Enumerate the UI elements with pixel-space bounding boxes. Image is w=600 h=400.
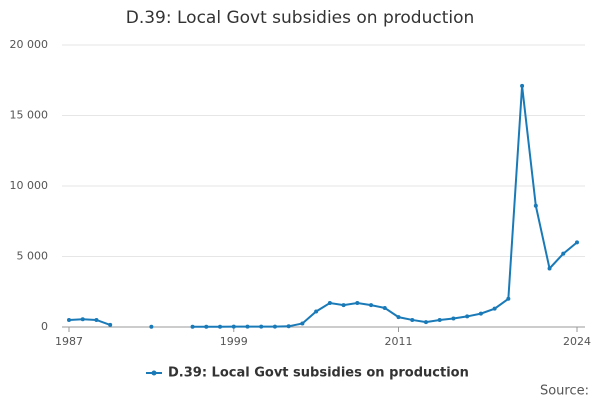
- data-point: [314, 309, 319, 314]
- data-point: [218, 324, 223, 329]
- data-point: [80, 317, 85, 322]
- data-point: [396, 315, 401, 320]
- data-point: [272, 324, 277, 329]
- data-point: [231, 324, 236, 329]
- y-tick-label: 15 000: [10, 109, 49, 122]
- data-point: [300, 321, 305, 326]
- data-point: [286, 324, 291, 329]
- y-tick-label: 10 000: [10, 179, 49, 192]
- data-point: [478, 311, 483, 316]
- data-point: [245, 324, 250, 329]
- data-point: [451, 316, 456, 321]
- y-tick-label: 5 000: [17, 250, 49, 263]
- data-point: [547, 266, 552, 271]
- data-point: [204, 324, 209, 329]
- data-point: [108, 322, 113, 327]
- data-point: [327, 301, 332, 306]
- data-point: [506, 296, 511, 301]
- legend-label: D.39: Local Govt subsidies on production: [168, 366, 469, 381]
- data-point: [437, 317, 442, 322]
- data-point: [259, 324, 264, 329]
- data-line: [68, 85, 578, 328]
- chart-title: D.39: Local Govt subsidies on production: [126, 8, 475, 28]
- data-point: [520, 83, 525, 88]
- data-point: [465, 314, 470, 319]
- data-point: [149, 324, 154, 329]
- data-point: [341, 303, 346, 308]
- x-tick-label: 1987: [55, 335, 83, 348]
- data-point: [561, 251, 566, 256]
- data-point: [355, 301, 360, 306]
- data-point: [533, 203, 538, 208]
- data-point: [94, 317, 99, 322]
- source-label: Source:: [540, 384, 589, 399]
- data-point: [410, 317, 415, 322]
- data-point: [369, 303, 374, 308]
- x-tick-label: 2024: [563, 335, 591, 348]
- y-tick-label: 20 000: [10, 38, 49, 51]
- y-tick-label: 0: [41, 320, 48, 333]
- x-tick-label: 1999: [220, 335, 248, 348]
- data-point: [423, 320, 428, 325]
- x-tick-label: 2011: [385, 335, 413, 348]
- data-point: [382, 305, 387, 310]
- legend-marker: [151, 370, 157, 376]
- data-point: [492, 306, 497, 311]
- data-point: [190, 324, 195, 329]
- data-point: [67, 317, 71, 322]
- data-point: [575, 240, 579, 245]
